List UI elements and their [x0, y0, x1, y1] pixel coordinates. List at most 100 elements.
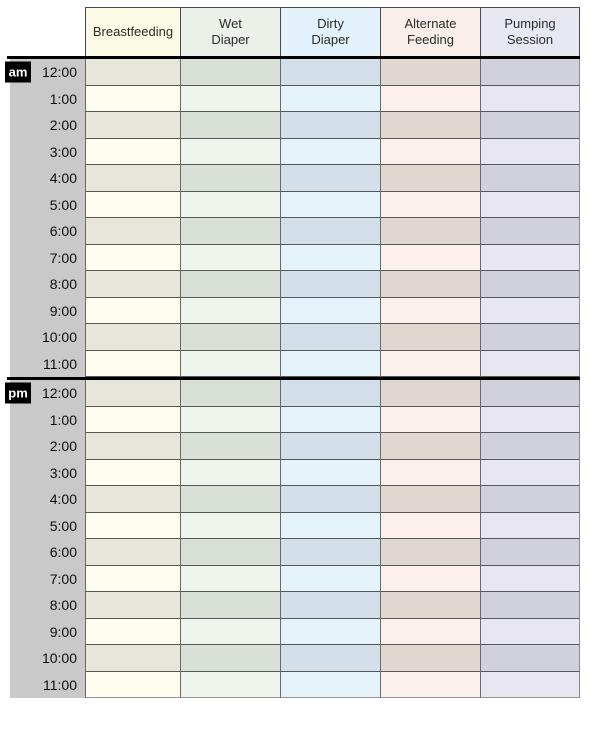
entry-cell-pumping-session-1200-pm — [480, 380, 580, 407]
entry-cell-wet-diaper-1100-am — [180, 350, 280, 377]
row-edge-spacer — [0, 407, 10, 434]
row-1200-am: am 12:00 — [0, 59, 600, 86]
entry-cell-wet-diaper-300-am — [180, 138, 280, 165]
entry-cell-pumping-session-1100-am — [480, 350, 580, 377]
row-100-am: 1:00 — [0, 85, 600, 113]
entry-cell-breastfeeding-300-am — [85, 138, 180, 165]
row-1200-pm: pm 12:00 — [0, 380, 600, 407]
time-label-1000-am: 10:00 — [10, 324, 85, 351]
entry-cell-dirty-diaper-1000-pm — [280, 645, 380, 672]
time-label-300-am: 3:00 — [10, 138, 85, 165]
entry-cell-breastfeeding-100-am — [85, 85, 180, 112]
entry-cell-dirty-diaper-300-pm — [280, 459, 380, 486]
entry-cell-pumping-session-1100-pm — [480, 671, 580, 698]
entry-cell-alternate-feeding-500-am — [380, 191, 480, 218]
header-row: Breastfeeding Wet Diaper Dirty Diaper Alter… — [0, 7, 600, 56]
entry-cell-breastfeeding-900-am — [85, 297, 180, 324]
row-1100-pm: 11:00 — [0, 671, 600, 698]
entry-cell-pumping-session-800-pm — [480, 592, 580, 619]
entry-cell-wet-diaper-400-am — [180, 165, 280, 192]
entry-cell-breastfeeding-400-am — [85, 165, 180, 192]
entry-cell-pumping-session-1200-am — [480, 59, 580, 86]
entry-cell-breastfeeding-1200-pm — [85, 380, 180, 407]
entry-cell-breastfeeding-300-pm — [85, 459, 180, 486]
time-label-900-pm: 9:00 — [10, 618, 85, 645]
entry-cell-wet-diaper-500-pm — [180, 512, 280, 539]
row-edge-spacer — [0, 218, 10, 245]
entry-cell-breastfeeding-1100-am — [85, 350, 180, 377]
entry-cell-breastfeeding-1000-pm — [85, 645, 180, 672]
entry-cell-dirty-diaper-100-am — [280, 85, 380, 112]
column-header-alternate-feeding: Alternate Feeding — [380, 7, 480, 56]
entry-cell-wet-diaper-800-am — [180, 271, 280, 298]
entry-cell-breastfeeding-800-pm — [85, 592, 180, 619]
entry-cell-dirty-diaper-600-am — [280, 218, 380, 245]
entry-cell-pumping-session-600-pm — [480, 539, 580, 566]
entry-cell-alternate-feeding-400-am — [380, 165, 480, 192]
entry-cell-dirty-diaper-1100-am — [280, 350, 380, 377]
entry-cell-pumping-session-500-pm — [480, 512, 580, 539]
entry-cell-pumping-session-300-pm — [480, 459, 580, 486]
entry-cell-wet-diaper-100-am — [180, 85, 280, 112]
entry-cell-wet-diaper-400-pm — [180, 486, 280, 513]
row-edge-spacer — [0, 165, 10, 192]
row-edge-spacer — [0, 298, 10, 325]
entry-cell-wet-diaper-100-pm — [180, 406, 280, 433]
entry-cell-breastfeeding-900-pm — [85, 618, 180, 645]
entry-cell-breastfeeding-500-pm — [85, 512, 180, 539]
entry-cell-pumping-session-400-pm — [480, 486, 580, 513]
entry-cell-breastfeeding-100-pm — [85, 406, 180, 433]
entry-cell-pumping-session-400-am — [480, 165, 580, 192]
entry-cell-dirty-diaper-300-am — [280, 138, 380, 165]
entry-cell-pumping-session-1000-am — [480, 324, 580, 351]
entry-cell-wet-diaper-700-am — [180, 244, 280, 271]
entry-cell-wet-diaper-1000-pm — [180, 645, 280, 672]
entry-cell-breastfeeding-200-am — [85, 112, 180, 139]
entry-cell-wet-diaper-1200-pm — [180, 380, 280, 407]
row-edge-spacer — [0, 566, 10, 593]
entry-cell-pumping-session-100-am — [480, 85, 580, 112]
entry-cell-dirty-diaper-900-am — [280, 297, 380, 324]
time-label-900-am: 9:00 — [10, 297, 85, 324]
time-label-500-am: 5:00 — [10, 191, 85, 218]
entry-cell-alternate-feeding-300-am — [380, 138, 480, 165]
entry-cell-pumping-session-700-am — [480, 244, 580, 271]
row-edge-spacer — [0, 539, 10, 566]
entry-cell-wet-diaper-500-am — [180, 191, 280, 218]
entry-cell-alternate-feeding-400-pm — [380, 486, 480, 513]
entry-cell-alternate-feeding-1100-pm — [380, 671, 480, 698]
row-edge-spacer — [0, 271, 10, 298]
entry-cell-dirty-diaper-900-pm — [280, 618, 380, 645]
pm-section-divider — [7, 377, 580, 380]
time-label-700-pm: 7:00 — [10, 565, 85, 592]
entry-cell-wet-diaper-900-am — [180, 297, 280, 324]
entry-cell-dirty-diaper-400-pm — [280, 486, 380, 513]
row-edge-spacer — [0, 324, 10, 351]
entry-cell-wet-diaper-300-pm — [180, 459, 280, 486]
time-label-1000-pm: 10:00 — [10, 645, 85, 672]
column-header-pumping-session: Pumping Session — [480, 7, 580, 56]
row-edge-spacer — [0, 112, 10, 139]
time-label-1100-pm: 11:00 — [10, 671, 85, 698]
entry-cell-wet-diaper-1100-pm — [180, 671, 280, 698]
entry-cell-dirty-diaper-1200-am — [280, 59, 380, 86]
column-header-dirty-diaper: Dirty Diaper — [280, 7, 380, 56]
meridiem-badge-am: am — [5, 61, 31, 83]
row-edge-spacer — [0, 245, 10, 272]
am-section-divider — [7, 56, 580, 59]
entry-cell-dirty-diaper-800-pm — [280, 592, 380, 619]
entry-cell-dirty-diaper-500-pm — [280, 512, 380, 539]
time-label-800-pm: 8:00 — [10, 592, 85, 619]
entry-cell-breastfeeding-200-pm — [85, 433, 180, 460]
entry-cell-alternate-feeding-1200-pm — [380, 380, 480, 407]
row-edge-spacer — [0, 460, 10, 487]
entry-cell-alternate-feeding-1100-am — [380, 350, 480, 377]
entry-cell-wet-diaper-700-pm — [180, 565, 280, 592]
row-400-pm: 4:00 — [0, 486, 600, 513]
row-edge-spacer — [0, 86, 10, 113]
entry-cell-dirty-diaper-1000-am — [280, 324, 380, 351]
entry-cell-pumping-session-200-am — [480, 112, 580, 139]
entry-cell-pumping-session-200-pm — [480, 433, 580, 460]
time-label-700-am: 7:00 — [10, 244, 85, 271]
